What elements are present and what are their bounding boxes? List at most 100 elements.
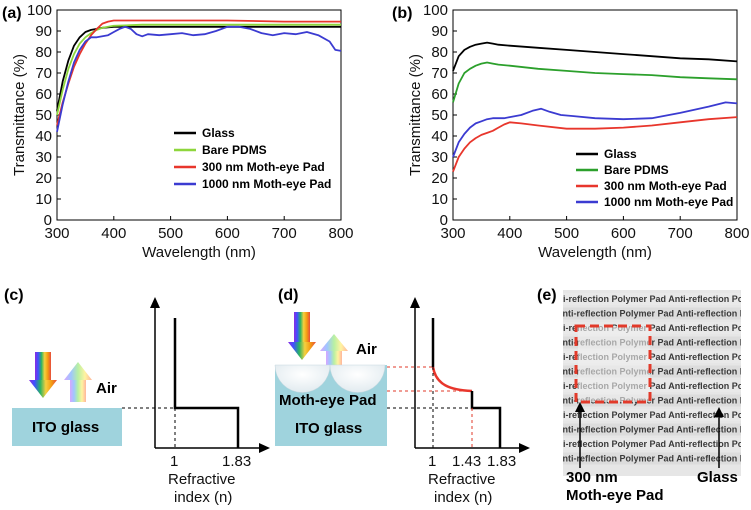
reflected-light-arrow-c bbox=[64, 362, 92, 402]
xlabel-d-1: Refractive bbox=[428, 471, 496, 488]
chart-b-ytick-label: 20 bbox=[431, 170, 448, 187]
chart-a-xtick-label: 600 bbox=[215, 225, 240, 242]
chart-a-ytick-label: 100 bbox=[27, 2, 52, 19]
photo-row-band bbox=[563, 438, 741, 450]
chart-b-ytick-label: 40 bbox=[431, 128, 448, 145]
xlabel-c-2: index (n) bbox=[174, 489, 232, 506]
chart-b-series-1000-nm-moth-eye-pad bbox=[452, 101, 738, 158]
photo-row-text: Anti-reflection Polymer Pad Anti-reflect… bbox=[556, 454, 751, 464]
panel-e-label: (e) bbox=[537, 287, 557, 304]
chart-a-ytick-label: 70 bbox=[35, 65, 52, 82]
moth-eye-pad-highlight bbox=[574, 324, 652, 404]
legend-a: Glass Bare PDMS 300 nm Moth-eye Pad 1000… bbox=[174, 126, 331, 191]
legend-a-glass: Glass bbox=[202, 126, 235, 140]
tick-d-183: 1.83 bbox=[487, 453, 516, 470]
panel-d-label: (d) bbox=[278, 287, 298, 304]
chart-a: 0 10 20 30 40 50 60 70 80 90 100 300 400 500 600 700 800… bbox=[11, 2, 354, 261]
photo-e: Anti-reflection Polymer Pad Anti-reflect… bbox=[548, 290, 751, 476]
ito-glass-label-d: ITO glass bbox=[295, 420, 362, 437]
chart-a-series-1000-nm-moth-eye-pad bbox=[56, 25, 342, 132]
moth-eye-dome-1 bbox=[274, 364, 331, 393]
legend-a-1000nm: 1000 nm Moth-eye Pad bbox=[202, 177, 331, 191]
photo-row-text: Anti-reflection Polymer Pad Anti-reflect… bbox=[548, 381, 751, 391]
tick-c-1: 1 bbox=[170, 453, 178, 470]
pointer-left-arrow bbox=[575, 402, 585, 412]
tick-d-143: 1.43 bbox=[452, 453, 481, 470]
chart-a-xlabel: Wavelength (nm) bbox=[142, 244, 256, 261]
photo-row-band bbox=[563, 293, 741, 305]
chart-a-ytick-label: 20 bbox=[35, 170, 52, 187]
chart-a-xtick-label: 700 bbox=[272, 225, 297, 242]
photo-row-text: Anti-reflection Polymer Pad Anti-reflect… bbox=[556, 396, 751, 406]
legend-b-1000nm: 1000 nm Moth-eye Pad bbox=[604, 195, 733, 209]
chart-b-xtick-label: 400 bbox=[497, 225, 522, 242]
y-axis-arrow-d bbox=[410, 297, 420, 308]
panel-b-label: (b) bbox=[392, 5, 412, 22]
photo-row-text: Anti-reflection Polymer Pad Anti-reflect… bbox=[548, 352, 751, 362]
chart-b-series-300-nm-moth-eye-pad bbox=[452, 116, 738, 173]
photo-row-text: Anti-reflection Polymer Pad Anti-reflect… bbox=[548, 294, 751, 304]
chart-a-ylabel: Transmittance (%) bbox=[11, 54, 28, 176]
panel-a-label: (a) bbox=[2, 5, 22, 22]
chart-b-xlabel: Wavelength (nm) bbox=[538, 244, 652, 261]
air-label-c: Air bbox=[96, 380, 117, 397]
chart-a-ytick-label: 80 bbox=[35, 44, 52, 61]
chart-b-ytick-label: 30 bbox=[431, 149, 448, 166]
chart-a-ytick-label: 50 bbox=[35, 107, 52, 124]
reflected-light-arrow-d bbox=[320, 334, 348, 369]
x-axis-arrow-c bbox=[259, 443, 270, 453]
chart-a-ytick-label: 40 bbox=[35, 128, 52, 145]
moth-eye-pad-region bbox=[578, 326, 650, 402]
legend-a-pdms: Bare PDMS bbox=[202, 143, 267, 157]
moth-eye-dome-2 bbox=[329, 364, 386, 393]
tick-d-1: 1 bbox=[428, 453, 436, 470]
photo-row-text: Anti-reflection Polymer Pad Anti-reflect… bbox=[548, 323, 751, 333]
chart-b-ytick-label: 70 bbox=[431, 65, 448, 82]
chart-a-ytick-label: 0 bbox=[44, 212, 52, 229]
legend-b-glass: Glass bbox=[604, 147, 637, 161]
index-profile-d-graded bbox=[431, 366, 473, 393]
legend-b-300nm: 300 nm Moth-eye Pad bbox=[604, 179, 727, 193]
moth-eye-pad-label-d: Moth-eye Pad bbox=[279, 392, 377, 409]
photo-row-band bbox=[563, 452, 741, 465]
chart-b-ylabel: Transmittance (%) bbox=[407, 54, 424, 176]
chart-b-xtick-label: 500 bbox=[554, 225, 579, 242]
caption-glass: Glass bbox=[697, 469, 738, 486]
index-profile-c bbox=[173, 318, 240, 448]
legend-b-pdms: Bare PDMS bbox=[604, 163, 669, 177]
ito-glass-label-c: ITO glass bbox=[32, 419, 99, 436]
chart-a-xtick-label: 400 bbox=[101, 225, 126, 242]
chart-b-xtick-label: 800 bbox=[724, 225, 749, 242]
chart-b-xtick-label: 600 bbox=[611, 225, 636, 242]
chart-a-ytick-label: 60 bbox=[35, 86, 52, 103]
air-label-d: Air bbox=[356, 341, 377, 358]
chart-a-series-bare-pdms bbox=[56, 23, 341, 116]
chart-b-xtick-label: 700 bbox=[668, 225, 693, 242]
chart-a-xtick-label: 300 bbox=[44, 225, 69, 242]
incident-light-arrow-d bbox=[288, 312, 316, 360]
chart-b-ytick-label: 80 bbox=[431, 44, 448, 61]
x-axis-arrow-d bbox=[519, 443, 530, 453]
photo-row-band bbox=[563, 423, 741, 436]
photo-row-text: Anti-reflection Polymer Pad Anti-reflect… bbox=[548, 439, 751, 449]
chart-b-ytick-label: 100 bbox=[423, 2, 448, 19]
chart-a-xtick-label: 500 bbox=[158, 225, 183, 242]
photo-row-band bbox=[563, 409, 741, 421]
legend-a-300nm: 300 nm Moth-eye Pad bbox=[202, 160, 325, 174]
chart-a-ytick-label: 90 bbox=[35, 23, 52, 40]
incident-light-arrow-c bbox=[29, 352, 57, 398]
photo-row-text: Anti-reflection Polymer Pad Anti-reflect… bbox=[556, 425, 751, 435]
chart-b-ytick-label: 10 bbox=[431, 191, 448, 208]
tick-c-183: 1.83 bbox=[222, 453, 251, 470]
caption-moth-eye-pad: Moth-eye Pad bbox=[566, 487, 664, 504]
chart-a-xtick-label: 800 bbox=[328, 225, 353, 242]
chart-b-ytick-label: 50 bbox=[431, 107, 448, 124]
chart-b-series-bare-pdms bbox=[452, 61, 738, 103]
chart-a-ytick-label: 10 bbox=[35, 191, 52, 208]
chart-b-series-glass bbox=[452, 41, 738, 72]
chart-b-ytick-label: 0 bbox=[440, 212, 448, 229]
legend-b: Glass Bare PDMS 300 nm Moth-eye Pad 1000… bbox=[576, 147, 733, 209]
pointer-right-arrow bbox=[714, 407, 724, 417]
photo-row-text: Anti-reflection Polymer Pad Anti-reflect… bbox=[556, 338, 751, 348]
ito-glass-box-c bbox=[12, 408, 122, 446]
